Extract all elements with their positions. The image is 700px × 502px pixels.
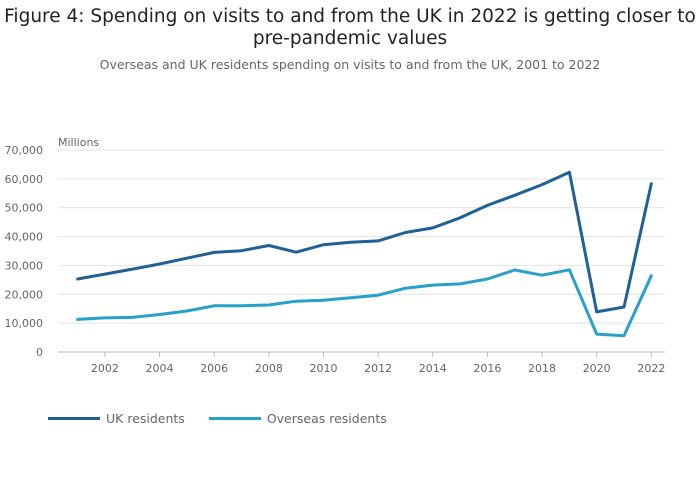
legend: UK residents Overseas residents — [48, 408, 407, 426]
y-tick-label-10000: 10,000 — [5, 317, 44, 330]
data-point-uk-residents-2009[interactable] — [291, 247, 301, 257]
data-point-overseas-residents-2012[interactable] — [373, 290, 383, 300]
legend-item-overseas-residents[interactable]: Overseas residents — [208, 411, 387, 426]
data-point-uk-residents-2003[interactable] — [127, 264, 137, 274]
chart-subtitle: Overseas and UK residents spending on vi… — [99, 57, 601, 72]
data-point-overseas-residents-2014[interactable] — [428, 280, 438, 290]
data-point-uk-residents-2011[interactable] — [346, 237, 356, 247]
x-tick-label-2020: 2020 — [583, 362, 611, 375]
legend-swatch-overseas-residents — [208, 417, 261, 420]
data-point-overseas-residents-2016[interactable] — [482, 274, 492, 284]
y-axis-label: Millions — [58, 136, 99, 149]
y-tick-label-50000: 50,000 — [5, 202, 44, 215]
data-point-uk-residents-2005[interactable] — [182, 253, 192, 263]
data-point-overseas-residents-2003[interactable] — [127, 312, 137, 322]
data-point-uk-residents-2002[interactable] — [100, 269, 110, 279]
y-tick-label-20000: 20,000 — [5, 288, 44, 301]
data-point-overseas-residents-2020[interactable] — [592, 329, 602, 339]
x-tick-label-2016: 2016 — [473, 362, 501, 375]
y-tick-label-0: 0 — [36, 346, 43, 359]
data-point-overseas-residents-2011[interactable] — [346, 293, 356, 303]
data-point-uk-residents-2016[interactable] — [482, 200, 492, 210]
x-tick-label-2004: 2004 — [146, 362, 174, 375]
x-tick-label-2018: 2018 — [528, 362, 556, 375]
data-point-uk-residents-2010[interactable] — [318, 240, 328, 250]
data-point-overseas-residents-2010[interactable] — [318, 295, 328, 305]
data-point-uk-residents-2006[interactable] — [209, 247, 219, 257]
data-point-overseas-residents-2017[interactable] — [510, 265, 520, 275]
y-tick-label-40000: 40,000 — [5, 231, 44, 244]
data-point-overseas-residents-2018[interactable] — [537, 270, 547, 280]
data-point-uk-residents-2001[interactable] — [73, 274, 83, 284]
data-point-overseas-residents-2015[interactable] — [455, 279, 465, 289]
x-tick-label-2014: 2014 — [419, 362, 447, 375]
data-point-overseas-residents-2006[interactable] — [209, 301, 219, 311]
data-point-overseas-residents-2021[interactable] — [619, 331, 629, 341]
x-tick-label-2008: 2008 — [255, 362, 283, 375]
legend-label-uk-residents: UK residents — [106, 411, 185, 426]
y-tick-label-70000: 70,000 — [5, 144, 44, 157]
data-point-uk-residents-2007[interactable] — [237, 246, 247, 256]
legend-label-overseas-residents: Overseas residents — [266, 411, 387, 426]
y-tick-label-30000: 30,000 — [5, 259, 44, 272]
data-point-uk-residents-2020[interactable] — [592, 307, 602, 317]
legend-swatch-uk-residents — [48, 417, 100, 420]
data-point-overseas-residents-2005[interactable] — [182, 306, 192, 316]
data-point-uk-residents-2022[interactable] — [646, 179, 656, 189]
y-tick-label-60000: 60,000 — [5, 173, 44, 186]
data-point-uk-residents-2018[interactable] — [537, 180, 547, 190]
x-tick-label-2012: 2012 — [364, 362, 392, 375]
x-tick-label-2006: 2006 — [200, 362, 228, 375]
data-point-overseas-residents-2009[interactable] — [291, 296, 301, 306]
data-point-overseas-residents-2022[interactable] — [646, 271, 656, 281]
data-point-uk-residents-2017[interactable] — [510, 190, 520, 200]
data-point-uk-residents-2012[interactable] — [373, 236, 383, 246]
data-point-uk-residents-2015[interactable] — [455, 213, 465, 223]
data-point-overseas-residents-2001[interactable] — [73, 314, 83, 324]
data-point-uk-residents-2013[interactable] — [400, 228, 410, 238]
data-point-overseas-residents-2007[interactable] — [237, 301, 247, 311]
data-point-overseas-residents-2019[interactable] — [564, 265, 574, 275]
series-line-overseas-residents — [76, 268, 653, 338]
data-point-overseas-residents-2004[interactable] — [155, 309, 165, 319]
x-tick-label-2010: 2010 — [309, 362, 337, 375]
chart-title: Figure 4: Spending on visits to and from… — [4, 6, 696, 49]
data-point-uk-residents-2019[interactable] — [564, 167, 574, 177]
data-point-overseas-residents-2002[interactable] — [100, 313, 110, 323]
legend-item-uk-residents[interactable]: UK residents — [48, 411, 185, 426]
data-point-overseas-residents-2013[interactable] — [400, 283, 410, 293]
data-point-uk-residents-2008[interactable] — [264, 241, 274, 251]
x-tick-label-2002: 2002 — [91, 362, 119, 375]
series-line-uk-residents — [76, 170, 653, 314]
data-point-uk-residents-2014[interactable] — [428, 223, 438, 233]
data-point-uk-residents-2004[interactable] — [155, 259, 165, 269]
data-point-overseas-residents-2008[interactable] — [264, 300, 274, 310]
data-point-uk-residents-2021[interactable] — [619, 302, 629, 312]
x-tick-label-2022: 2022 — [637, 362, 665, 375]
